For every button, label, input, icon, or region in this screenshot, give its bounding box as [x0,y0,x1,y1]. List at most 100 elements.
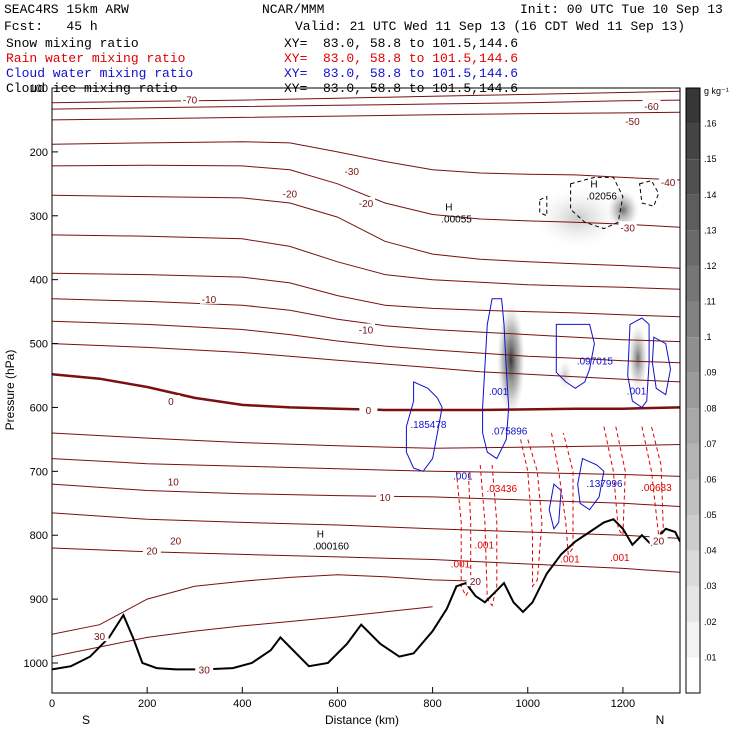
isotherm-label-bg [618,221,637,233]
isotherm-label: 0 [366,406,372,417]
x-tick-label: 0 [49,698,55,710]
isotherm-label-bg [642,99,661,111]
isotherm-line [52,512,680,539]
colorbar-segment [686,657,700,693]
colorbar-tick-label: .11 [704,297,716,307]
isotherm-label-bg [90,630,109,642]
y-axis: 1000 900 800 700 600 500 400 300 200 100 [24,83,58,670]
y-tick-label: 500 [30,339,48,351]
colorbar-segment [686,194,700,231]
colorbar-segment [686,230,700,266]
isotherm-label-bg [376,490,395,502]
rain-label: .001 [610,553,630,564]
isotherm-label-bg [342,165,361,177]
isotherm-label: -50 [625,117,640,128]
cloud-water-contour [555,323,595,389]
colorbar-segment [686,337,700,373]
colorbar-segment [686,550,700,587]
snow-shade-column [497,304,525,416]
colorbar-tick-label: .1 [704,332,712,342]
snow-max-label: .02056 [586,192,617,203]
isotherm-line [52,547,680,573]
rain-water-contour [479,464,498,607]
snow-contour [639,180,660,207]
isotherm-label-bg [166,534,185,546]
isotherm-label-bg [659,175,678,187]
plot-frame [51,87,681,694]
colorbar-segment [686,479,700,516]
colorbar-segment [686,372,700,409]
colorbar-tick-label: .05 [704,510,717,520]
isotherm-label: -60 [644,102,659,113]
colorbar-segment [686,408,700,444]
snow-max-label: .000160 [313,542,350,553]
x-tick-label: 400 [233,698,251,710]
snow-max-label-h: H [317,530,324,541]
forecast-hour: Fcst: 45 h [4,19,98,34]
colorbar-segment [686,88,700,124]
isotherm-label: -40 [661,178,676,189]
x-tick-label: 1000 [516,698,540,710]
isotherm-label: 30 [94,632,106,643]
isotherm-label: -70 [183,96,198,107]
isotherm-line [52,164,680,228]
colorbar-segment [686,515,700,551]
snow-dashed-contours [539,176,660,230]
terrain-layer [52,518,680,671]
x-axis: 0 200 400 600 800 1000 1200 [49,687,635,710]
max-labels: H.02056H.00055H.000160.185478.075896.001… [313,180,672,571]
x-tick-label: 1200 [611,698,635,710]
y-tick-label: 100 [30,83,48,95]
colorbar-tick-label: .07 [704,439,717,449]
cloud-water-label: .001 [489,387,509,398]
y-tick-label: 600 [30,402,48,414]
isotherm-line [52,574,481,635]
snow-shade-small [557,359,573,391]
cloud-water-contour [405,381,443,472]
isotherm-line [52,234,680,290]
colorbar-tick-label: .09 [704,368,717,378]
colorbar-tick-label: .16 [704,119,717,129]
colorbar: .01 .02 .03 .04 .05 .06 .07 .08 .09 .1 .11 .12 .13 .1… [685,87,717,694]
isotherm-line [52,111,680,121]
cloud-water-label: .001 [627,386,647,397]
isotherm-layer [52,90,680,658]
isotherm-label-bg [623,115,642,127]
x-axis-label: Distance (km) [325,713,399,727]
isotherm-label-bg [195,663,214,675]
cloud-water-contour [482,298,510,460]
cloud-water-label: .185478 [410,420,447,431]
isotherm-label-bg [142,544,161,556]
isotherm-label-bg [649,534,668,546]
isotherm-label-bg [200,292,218,304]
colorbar-tick-label: .15 [704,154,717,164]
cloud-water-contour [651,336,672,396]
colorbar-segment [686,265,700,302]
isotherm-label-bg [280,187,299,199]
colorbar-tick-label: .02 [704,617,717,627]
isotherm-line [52,90,680,104]
field-xy-cloud-water: XY= 83.0, 58.8 to 101.5,144.6 [284,66,519,81]
cloud-water-label: .097015 [577,356,614,367]
colorbar-segment [686,621,700,658]
rain-label: .03436 [486,484,517,495]
y-tick-label: 400 [30,275,48,287]
isotherm-labels: -70 -60 -50 -40 -30 -30 -20 -20 -10 -10 0 0 10 10 20 20… [90,93,678,676]
valid-time: Valid: 21 UTC Wed 11 Sep 13 (16 CDT Wed … [295,19,686,34]
cloud-water-label: .075896 [491,427,528,438]
y-tick-label: 700 [30,466,48,478]
colorbar-tick-label: .12 [704,261,717,271]
header-area: SEAC4RS 15km ARW NCAR/MMM Init: 00 UTC T… [0,0,740,100]
isotherm-line [52,141,680,181]
colorbar-segment [686,443,700,480]
colorbar-segment [686,123,700,160]
colorbar-tick-label: .06 [704,474,717,484]
rain-label: .001 [451,560,471,571]
isotherm-label: 20 [653,536,665,547]
rain-label: .001 [475,540,495,551]
isotherm-label: -30 [345,167,360,178]
cloud-water-label: .001 [453,471,473,482]
x-tick-label: 800 [423,698,441,710]
cloud-water-contour [577,457,605,511]
